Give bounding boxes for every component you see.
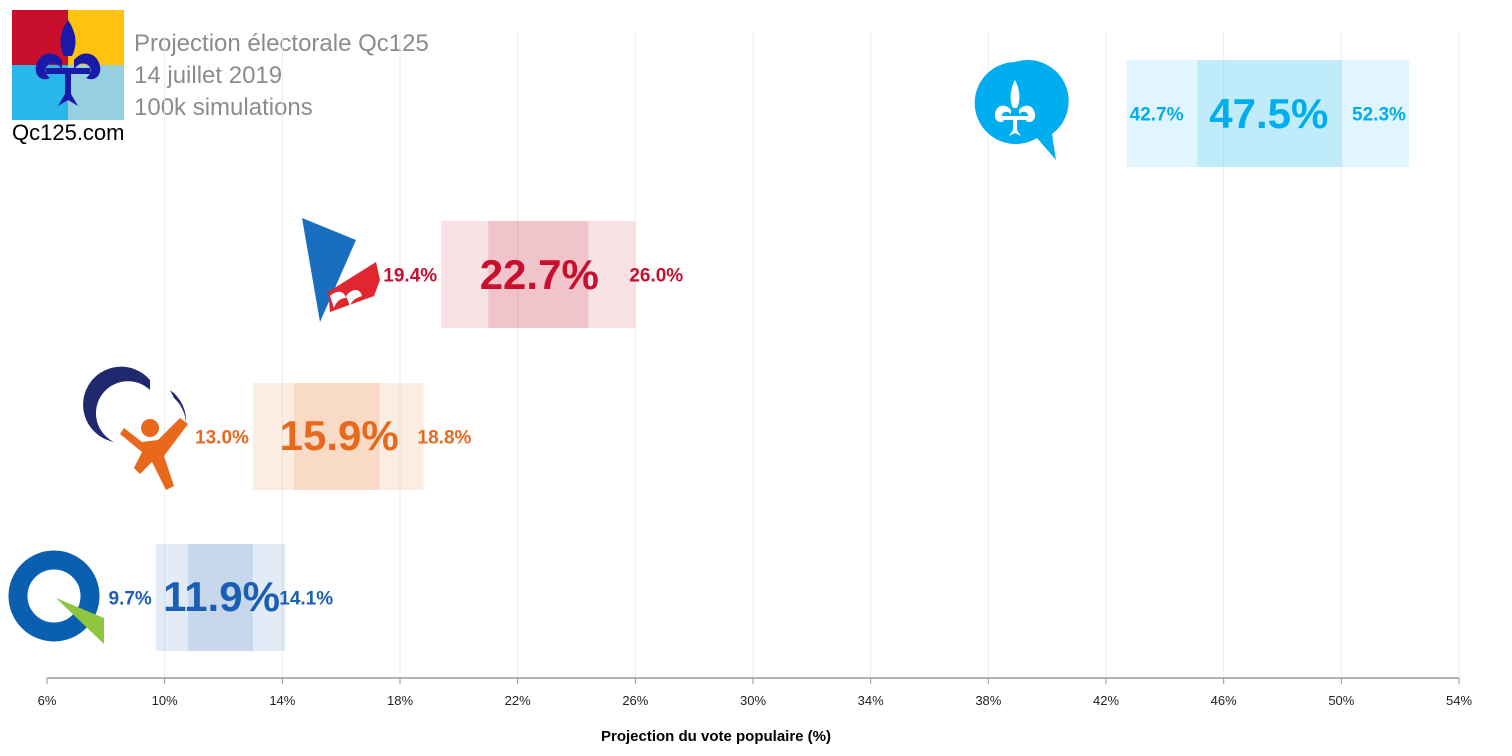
labels-layer: 47.5% 42.7% 52.3% 22.7% 19.4% 26.0% 15.9% 13.0%… [109, 90, 1407, 620]
header-title: Projection électorale Qc125 [134, 30, 429, 57]
x-tick-label: 10% [152, 693, 178, 708]
qs-high-label: 18.8% [418, 428, 472, 449]
bars-layer [155, 60, 1409, 651]
x-axis-title: Projection du vote populaire (%) [601, 728, 831, 745]
qc125-logo [12, 10, 124, 120]
plq-mid-label: 22.7% [480, 251, 599, 298]
pq-mid-label: 11.9% [163, 573, 280, 620]
x-axis-ticks: 6% 10% 14% 18% 22% 26% 30% 34% 38% 42% 46% 50% 54% [38, 678, 1472, 708]
x-tick-label: 26% [622, 693, 648, 708]
caq-mid-label: 47.5% [1209, 90, 1328, 137]
grid-lines [164, 30, 1460, 678]
caq-inner-range-bar [1197, 60, 1342, 167]
qs-outer-range-bar [252, 383, 424, 490]
qs-logo-icon [83, 366, 188, 490]
x-tick-label: 38% [975, 693, 1001, 708]
pq-inner-range-bar [188, 544, 253, 651]
plq-logo-icon [302, 218, 380, 322]
x-tick-label: 30% [740, 693, 766, 708]
x-tick-label: 14% [269, 693, 295, 708]
plq-inner-range-bar [488, 221, 589, 328]
pq-high-label: 14.1% [279, 589, 333, 610]
x-tick-label: 6% [38, 693, 57, 708]
header-date: 14 juillet 2019 [134, 62, 283, 89]
x-tick-label: 22% [505, 693, 531, 708]
header-simulations: 100k simulations [134, 94, 313, 121]
x-tick-label: 18% [387, 693, 413, 708]
pq-logo-icon [8, 550, 104, 644]
caq-high-label: 52.3% [1352, 105, 1406, 126]
caq-logo-icon [974, 59, 1069, 160]
x-tick-label: 50% [1328, 693, 1354, 708]
x-tick-label: 34% [858, 693, 884, 708]
fleur-de-lis-icon [35, 20, 101, 106]
x-tick-label: 46% [1211, 693, 1237, 708]
pq-low-label: 9.7% [109, 589, 152, 610]
plq-low-label: 19.4% [383, 266, 437, 287]
caq-outer-range-bar [1126, 60, 1409, 167]
brand-label: Qc125.com [12, 120, 125, 145]
qs-mid-label: 15.9% [280, 412, 399, 459]
plq-outer-range-bar [441, 221, 636, 328]
x-tick-label: 54% [1446, 693, 1472, 708]
pq-outer-range-bar [155, 544, 286, 651]
plq-high-label: 26.0% [629, 266, 683, 287]
qs-low-label: 13.0% [195, 428, 249, 449]
x-tick-label: 42% [1093, 693, 1119, 708]
qs-inner-range-bar [294, 383, 380, 490]
caq-low-label: 42.7% [1130, 105, 1184, 126]
